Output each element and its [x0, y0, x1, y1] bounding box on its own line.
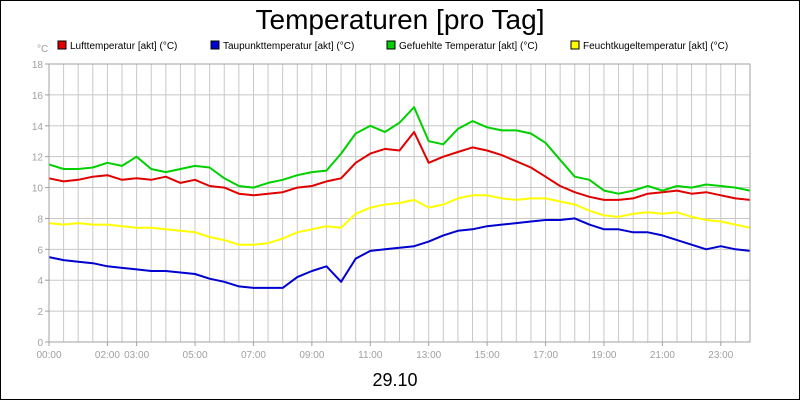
legend-item-0: Lufttemperatur [akt] (°C) — [57, 40, 177, 52]
x-tick-label: 23:00 — [708, 350, 733, 361]
y-tick-label: 16 — [32, 91, 44, 102]
x-tick-label: 17:00 — [533, 350, 558, 361]
x-axis-ticks: 00:00 02:00 03:00 05:00 07:00 09:00 11:00 13:00… — [36, 342, 734, 361]
legend-swatch — [386, 40, 396, 50]
series-line-3 — [48, 194, 751, 246]
y-tick-label: 2 — [37, 307, 43, 318]
legend-label: Gefuehlte Temperatur [akt] (°C) — [399, 41, 538, 52]
legend-label: Feuchtkugeltemperatur [akt] (°C) — [583, 41, 728, 52]
legend-item-1: Taupunkttemperatur [akt] (°C) — [210, 40, 354, 52]
date-label: 29.10 — [372, 370, 417, 390]
legend: Lufttemperatur [akt] (°C) Taupunkttempera… — [57, 40, 728, 52]
legend-label: Taupunkttemperatur [akt] (°C) — [223, 41, 354, 52]
series-line-2 — [48, 106, 751, 195]
legend-item-3: Feuchtkugeltemperatur [akt] (°C) — [570, 40, 728, 52]
chart-title: Temperaturen [pro Tag] — [256, 4, 545, 35]
x-tick-label: 03:00 — [124, 350, 149, 361]
series-line-0 — [48, 131, 751, 201]
x-tick-label: 00:00 — [36, 350, 61, 361]
y-tick-label: 18 — [32, 60, 44, 71]
x-tick-label: 19:00 — [591, 350, 616, 361]
x-tick-label: 05:00 — [183, 350, 208, 361]
series-line-1 — [48, 217, 751, 289]
legend-label: Lufttemperatur [akt] (°C) — [70, 41, 177, 52]
y-axis-unit-label: °C — [37, 44, 48, 55]
series-lines — [48, 106, 751, 289]
x-tick-label: 21:00 — [650, 350, 675, 361]
grid — [49, 64, 750, 342]
legend-swatch — [210, 40, 220, 50]
x-tick-label: 11:00 — [358, 350, 383, 361]
x-tick-label: 02:00 — [95, 350, 120, 361]
y-tick-label: 4 — [37, 276, 43, 287]
x-tick-label: 15:00 — [475, 350, 500, 361]
y-tick-label: 14 — [32, 122, 44, 133]
y-tick-label: 10 — [32, 184, 44, 195]
y-tick-label: 0 — [37, 338, 43, 349]
y-axis-ticks: 0 2 4 6 8 10 12 14 16 18 — [32, 60, 49, 349]
plot-area-border — [48, 63, 751, 343]
legend-swatch — [57, 40, 67, 50]
legend-item-2: Gefuehlte Temperatur [akt] (°C) — [386, 40, 538, 52]
y-tick-label: 6 — [37, 245, 43, 256]
x-tick-label: 07:00 — [241, 350, 266, 361]
x-tick-label: 09:00 — [299, 350, 324, 361]
y-tick-label: 8 — [37, 214, 43, 225]
legend-swatch — [570, 40, 580, 50]
y-tick-label: 12 — [32, 153, 44, 164]
x-tick-label: 13:00 — [416, 350, 441, 361]
